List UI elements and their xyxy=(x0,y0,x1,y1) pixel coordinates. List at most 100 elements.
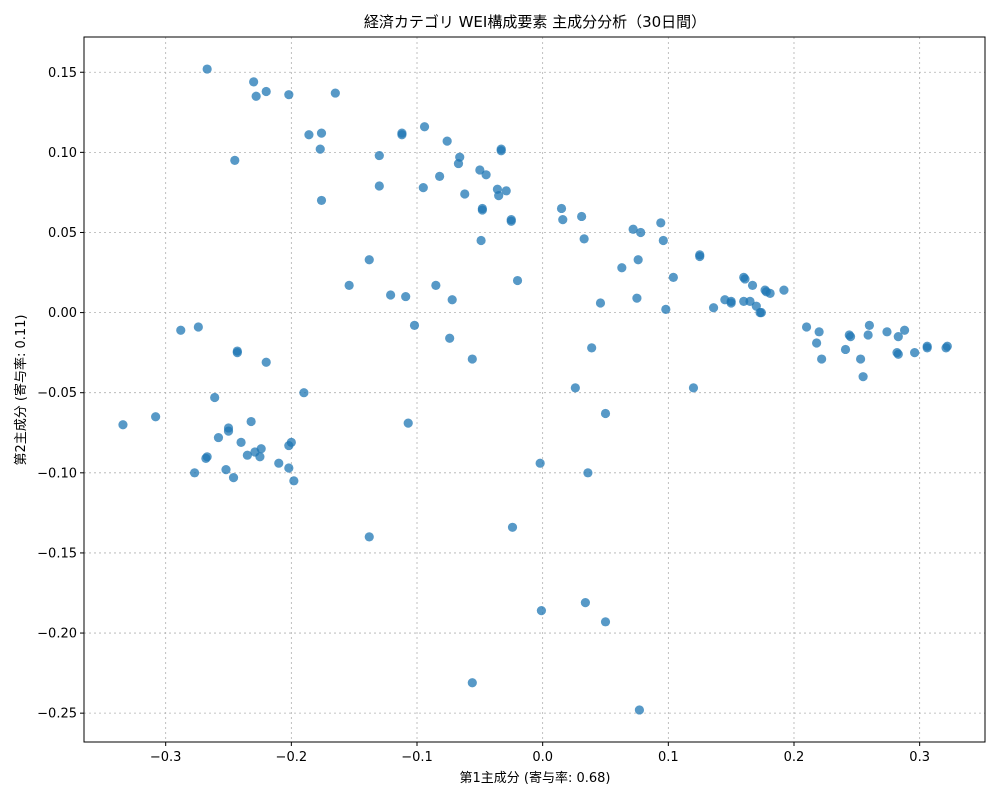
data-point xyxy=(476,235,486,246)
data-point xyxy=(583,468,593,478)
data-point xyxy=(151,412,161,422)
data-point xyxy=(397,128,407,138)
data-point xyxy=(494,191,504,201)
data-point xyxy=(812,338,822,348)
data-point xyxy=(201,453,211,463)
data-point xyxy=(817,354,827,364)
data-point xyxy=(315,144,325,154)
data-point xyxy=(467,678,477,688)
data-point xyxy=(801,322,812,332)
data-point xyxy=(228,473,239,483)
data-point xyxy=(289,476,299,486)
data-point xyxy=(435,171,445,181)
data-point xyxy=(118,420,128,430)
data-point xyxy=(189,468,200,478)
y-axis-ticks: −0.25 −0.20 −0.15 −0.10 −0.05 0.00 0.05 0.10 0.1… xyxy=(37,66,84,722)
data-point xyxy=(431,280,441,290)
data-point xyxy=(481,170,491,180)
data-point xyxy=(386,290,396,300)
data-point xyxy=(507,522,518,532)
data-point xyxy=(251,91,261,101)
x-tick-label: 0.3 xyxy=(909,750,930,765)
x-axis-label: 第1主成分 (寄与率: 0.68) xyxy=(459,770,610,786)
data-point xyxy=(708,303,719,313)
data-point xyxy=(475,165,485,175)
data-point xyxy=(579,234,589,244)
data-point xyxy=(242,450,252,460)
y-tick-label: −0.15 xyxy=(37,546,77,561)
data-point xyxy=(316,195,327,206)
data-point xyxy=(942,341,952,351)
data-point xyxy=(344,280,354,290)
data-point xyxy=(453,158,464,169)
data-points xyxy=(118,64,952,715)
chart-title: 経済カテゴリ WEI構成要素 主成分分析（30日間） xyxy=(364,13,706,31)
data-point xyxy=(858,372,868,382)
data-point xyxy=(261,86,271,97)
data-point xyxy=(633,255,643,265)
data-point xyxy=(232,348,242,358)
data-point xyxy=(587,343,597,353)
plot-frame xyxy=(83,36,986,743)
y-tick-label: 0.10 xyxy=(48,146,77,161)
data-point xyxy=(316,128,327,138)
x-tick-label: −0.2 xyxy=(276,750,308,765)
data-point xyxy=(688,383,699,393)
data-point xyxy=(374,150,384,161)
data-point xyxy=(284,463,294,473)
data-point xyxy=(765,288,775,298)
data-point xyxy=(922,341,932,351)
data-point xyxy=(740,274,750,284)
data-point xyxy=(304,130,314,140)
x-tick-label: 0.0 xyxy=(532,750,553,765)
data-point xyxy=(577,211,587,222)
data-point xyxy=(249,77,259,87)
data-point xyxy=(401,291,411,302)
data-point xyxy=(863,330,873,340)
data-point xyxy=(814,327,824,337)
data-point xyxy=(845,332,856,342)
data-point xyxy=(501,186,511,196)
data-point xyxy=(284,90,294,100)
data-point xyxy=(855,354,866,364)
data-point xyxy=(882,327,892,337)
x-axis-ticks: −0.3 −0.2 −0.1 0.0 0.1 0.2 0.3 xyxy=(150,742,930,765)
data-point xyxy=(745,296,755,306)
data-point xyxy=(536,606,547,616)
data-point xyxy=(496,144,506,154)
data-point xyxy=(726,298,736,308)
y-tick-label: −0.10 xyxy=(37,466,77,481)
data-point xyxy=(364,532,374,542)
data-point xyxy=(255,452,265,462)
data-point xyxy=(747,280,758,290)
x-tick-label: 0.2 xyxy=(784,750,805,765)
data-point xyxy=(447,295,457,305)
data-point xyxy=(419,122,430,132)
data-point xyxy=(595,298,606,308)
data-point xyxy=(223,426,234,436)
x-tick-label: 0.1 xyxy=(658,750,679,765)
data-point xyxy=(330,88,340,98)
data-point xyxy=(558,215,568,225)
data-point xyxy=(236,437,246,447)
data-point xyxy=(299,388,309,398)
data-point xyxy=(668,272,678,282)
data-point xyxy=(661,304,671,314)
data-point xyxy=(176,325,186,335)
data-point xyxy=(617,263,627,273)
data-point xyxy=(403,418,413,428)
data-point xyxy=(193,322,203,332)
data-point xyxy=(580,598,590,608)
data-point xyxy=(910,348,920,358)
data-point xyxy=(695,250,705,260)
data-point xyxy=(893,349,903,359)
data-point xyxy=(840,344,851,355)
data-point xyxy=(864,320,874,331)
grid-lines xyxy=(84,37,985,742)
data-point xyxy=(467,354,477,364)
data-point xyxy=(656,218,666,228)
data-point xyxy=(460,189,470,199)
data-point xyxy=(213,432,224,443)
